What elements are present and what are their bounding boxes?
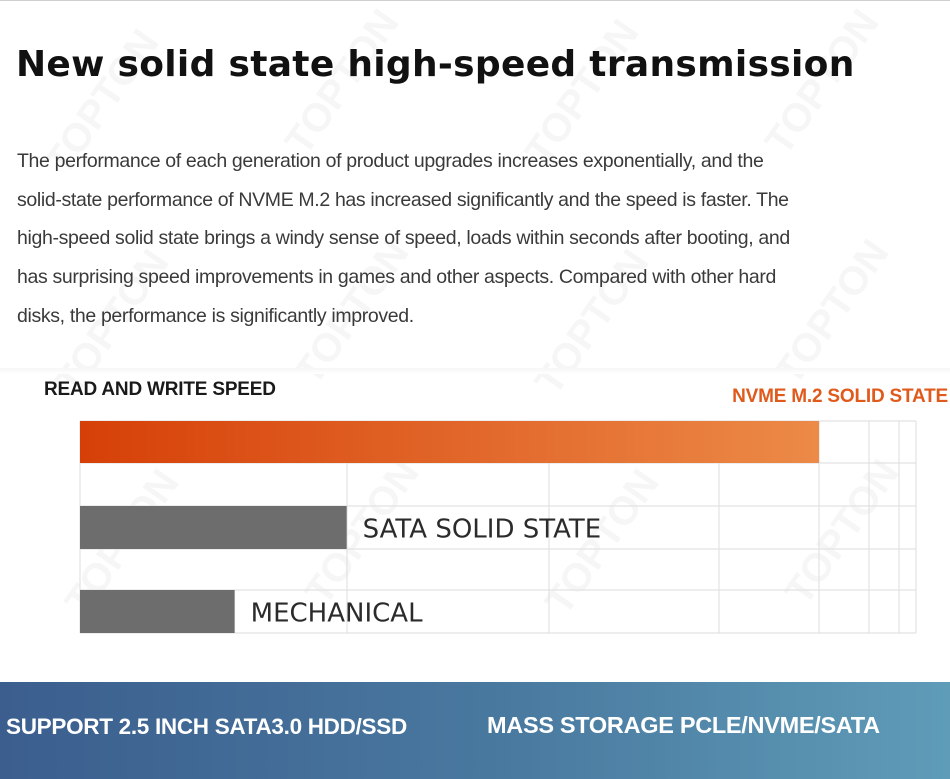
nvme-bar-label: NVME M.2 SOLID STATE [732,386,948,407]
footer-right-text: MASS STORAGE PCLE/NVME/SATA [487,712,880,738]
chart-title: READ AND WRITE SPEED [44,379,276,400]
description-line: The performance of each generation of pr… [17,150,764,172]
bar-mechanical [80,590,235,633]
description-line: high-speed solid state brings a windy se… [17,227,790,250]
page-title: New solid state high-speed transmission [16,44,855,85]
description-line: solid-state performance of NVME M.2 has … [17,188,789,211]
footer-banner: SUPPORT 2.5 INCH SATA3.0 HDD/SSD MASS ST… [0,682,950,779]
description-paragraph: The performance of each generation of pr… [17,142,942,336]
bar-sata-solid-state [80,506,347,549]
description-line: disks, the performance is significantly … [17,304,414,327]
bar-mechanical-label: MECHANICAL [251,599,423,629]
bar-sata-solid-state-label: SATA SOLID STATE [363,515,602,545]
top-border [0,0,950,1]
bar-nvme [80,421,820,463]
chart-bars [80,421,820,633]
section-divider [0,368,950,374]
chart-labels: SATA SOLID STATE MECHANICAL [251,515,602,629]
description-line: has surprising speed improvements in gam… [17,266,776,289]
footer-left-text: SUPPORT 2.5 INCH SATA3.0 HDD/SSD [6,714,407,739]
